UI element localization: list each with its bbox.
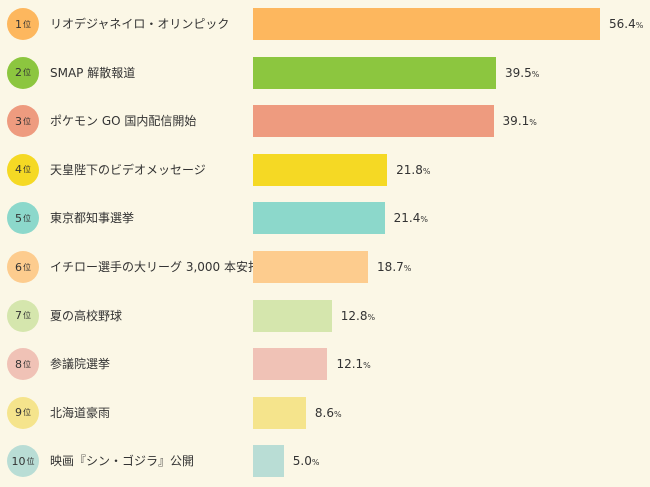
rank-suffix: 位: [23, 359, 31, 369]
rank-number: 4: [15, 163, 22, 177]
category-label: リオデジャネイロ・オリンピック: [50, 17, 230, 31]
rank-number: 9: [15, 406, 22, 420]
value-label: 21.8%: [396, 162, 430, 180]
value-unit: %: [529, 118, 537, 128]
rank-suffix: 位: [23, 408, 31, 418]
category-label: 夏の高校野球: [50, 308, 123, 323]
rank-number: 2: [15, 66, 22, 80]
value-number: 18.7: [377, 260, 404, 274]
bar: [253, 299, 332, 332]
category-label: ポケモン GO 国内配信開始: [50, 114, 197, 129]
category-label: SMAP 解散報道: [50, 65, 136, 80]
category-label: 天皇陛下のビデオメッセージ: [50, 162, 206, 177]
value-unit: %: [311, 458, 320, 468]
rank-number: 8: [15, 357, 22, 371]
value-number: 39.1: [502, 114, 530, 129]
value-number: 12.8: [340, 308, 368, 323]
bar: [253, 105, 494, 138]
rank-number: 5: [15, 211, 22, 225]
rank-number: 3: [15, 114, 22, 128]
value-unit: %: [367, 312, 376, 322]
value-unit: %: [635, 21, 644, 30]
value-label: 8.6%: [315, 405, 342, 423]
value-label: 12.1%: [336, 356, 370, 374]
value-number: 21.4: [393, 211, 421, 226]
category-label: イチロー選手の大リーグ 3,000 本安打: [50, 260, 260, 274]
category-label: 東京都知事選挙: [50, 211, 135, 226]
rank-number: 1: [15, 17, 22, 31]
rank-suffix: 位: [23, 116, 31, 126]
bar: [253, 56, 497, 89]
rank-badge: 10 位: [7, 445, 39, 478]
rank-suffix: 位: [23, 165, 31, 175]
rank-suffix: 位: [23, 213, 31, 223]
value-number: 8.6: [314, 405, 334, 420]
rank-suffix: 位: [23, 19, 31, 29]
value-number: 12.1: [336, 357, 364, 372]
bar: [253, 153, 388, 186]
category-label: 映画『シン・ゴジラ』公開: [50, 454, 195, 469]
value-number: 5.0: [292, 454, 312, 469]
value-unit: %: [363, 361, 371, 371]
rank-suffix: 位: [23, 311, 31, 321]
value-label: 12.8%: [341, 308, 375, 326]
value-label: 21.4%: [394, 210, 428, 228]
rank-suffix: 位: [26, 456, 35, 466]
value-number: 39.5: [505, 65, 532, 80]
value-unit: %: [531, 69, 540, 79]
category-label: 北海道豪雨: [50, 405, 111, 420]
value-unit: %: [422, 166, 431, 176]
rank-number: 6: [15, 260, 22, 274]
bar: [253, 202, 385, 235]
category-label: 参議院選挙: [50, 357, 111, 372]
value-number: 21.8: [396, 162, 423, 177]
value-unit: %: [403, 264, 412, 273]
rank-suffix: 位: [23, 68, 31, 78]
bar: [253, 445, 284, 478]
value-label: 5.0%: [293, 453, 320, 471]
value-label: 39.5%: [505, 65, 539, 83]
bar: [253, 251, 369, 283]
value-unit: %: [420, 215, 428, 225]
bar: [253, 396, 306, 429]
value-unit: %: [334, 409, 342, 419]
value-label: 39.1%: [503, 113, 537, 131]
bar: [253, 348, 328, 381]
rank-number: 10: [11, 454, 26, 468]
rank-suffix: 位: [23, 262, 31, 272]
rank-number: 7: [15, 309, 22, 323]
value-label: 56.4%: [609, 16, 643, 34]
bar: [253, 8, 600, 40]
value-number: 56.4: [609, 17, 636, 31]
value-label: 18.7%: [377, 259, 411, 277]
